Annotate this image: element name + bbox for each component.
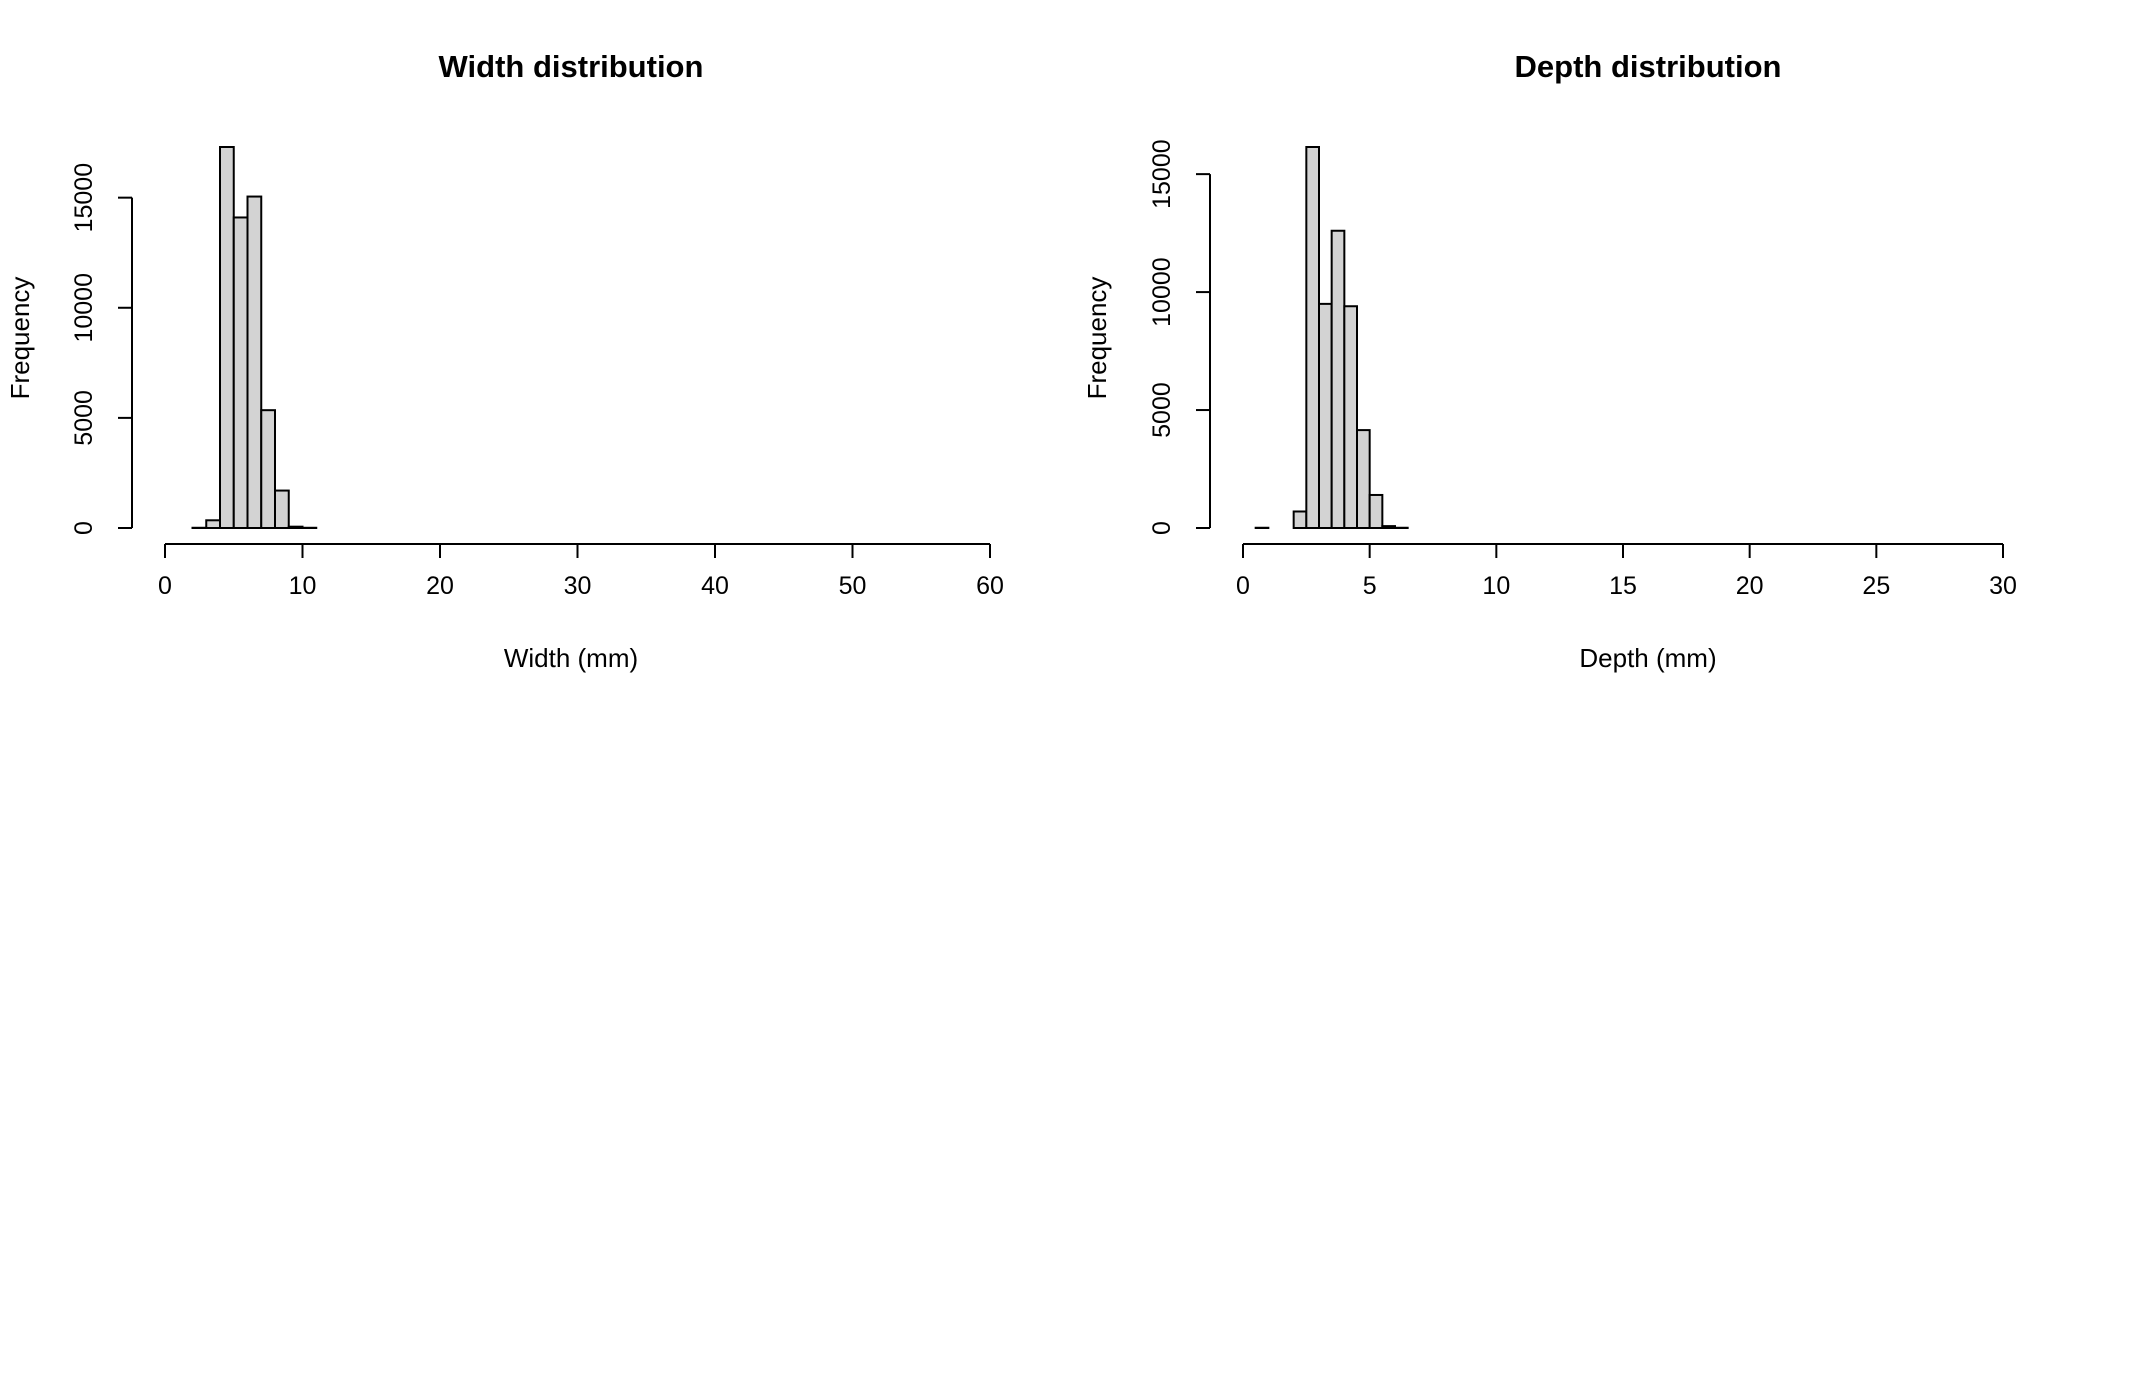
x-tick-label: 50 [839,572,867,600]
chart-title: Width distribution [439,49,704,84]
histogram-bar [1343,305,1358,529]
histogram-bar [274,489,290,529]
y-axis-label: Frequency [1082,277,1112,400]
x-tick-label: 40 [701,572,729,600]
x-tick-label: 0 [1236,572,1250,600]
x-tick-label: 20 [426,572,454,600]
y-tick-label: 10000 [1148,257,1176,327]
x-axis: 0 10 20 30 40 50 60 [158,543,1004,600]
x-tick-label: 25 [1862,572,1890,600]
x-tick-label: 0 [158,572,172,600]
histogram-bars [1254,146,1409,530]
histogram-bar [219,146,235,529]
y-axis: 0 5000 10000 15000 [70,163,133,535]
depth-histogram-panel: Depth distribution Depth (mm) Frequency … [1082,49,2017,673]
x-tick-label: 10 [289,572,317,600]
x-axis-label: Width (mm) [504,643,638,673]
histogram-bar [1292,510,1308,529]
histogram-bar [205,519,221,529]
y-tick-label: 5000 [70,390,98,446]
y-tick-label: 15000 [70,163,98,233]
chart-title: Depth distribution [1515,49,1782,84]
x-tick-label: 10 [1482,572,1510,600]
x-tick-label: 20 [1736,572,1764,600]
histogram-bar [1381,525,1396,529]
width-histogram-panel: Width distribution Width (mm) Frequency … [5,49,1004,673]
histogram-bar [260,409,276,529]
x-axis: 0 5 10 15 20 25 30 [1236,543,2017,600]
histogram-bar [232,216,249,529]
histogram-bar [1368,493,1384,529]
histogram-bar [1318,302,1333,529]
x-tick-label: 5 [1363,572,1377,600]
x-tick-label: 30 [1989,572,2017,600]
y-tick-label: 0 [70,521,98,535]
x-tick-label: 15 [1609,572,1637,600]
histogram-bars [191,146,318,530]
y-tick-label: 10000 [70,273,98,343]
y-tick-label: 15000 [1148,139,1176,209]
histogram-bar [246,195,263,530]
histogram-bar [1356,429,1371,530]
histogram-bar [1305,146,1320,529]
y-tick-label: 5000 [1148,382,1176,438]
histogram-bar [1330,229,1346,529]
histogram-bar [287,525,304,529]
x-axis-label: Depth (mm) [1579,643,1716,673]
x-tick-label: 30 [564,572,592,600]
y-axis: 0 5000 10000 15000 [1148,139,1211,535]
x-tick-label: 60 [976,572,1004,600]
y-axis-label: Frequency [5,277,35,400]
y-tick-label: 0 [1148,521,1176,535]
